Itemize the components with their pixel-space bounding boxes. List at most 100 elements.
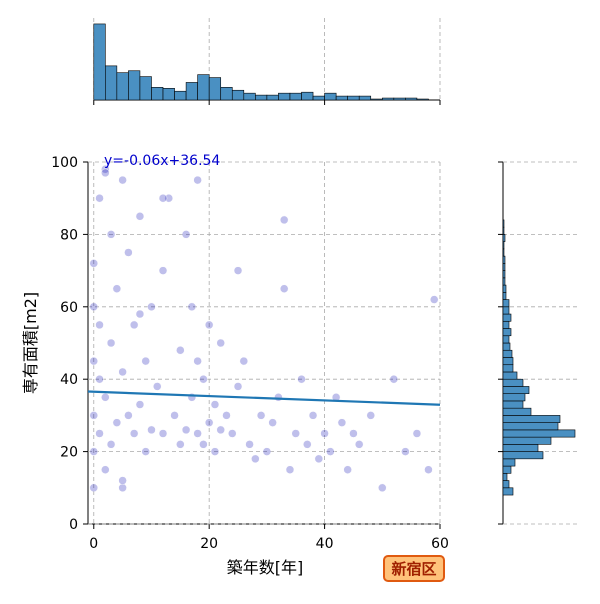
point bbox=[124, 248, 133, 257]
point bbox=[106, 338, 116, 348]
hist-bar bbox=[151, 87, 164, 101]
hist-bar bbox=[502, 393, 526, 402]
point bbox=[193, 175, 202, 185]
point bbox=[106, 440, 116, 449]
hist-bar bbox=[502, 248, 505, 257]
point bbox=[279, 284, 289, 293]
y-tick-label: 60 bbox=[60, 300, 78, 316]
hist-bar bbox=[358, 95, 372, 101]
hist-bar bbox=[502, 465, 512, 474]
point bbox=[118, 367, 127, 377]
hist-bar bbox=[301, 91, 314, 101]
x-tick-label: 20 bbox=[200, 536, 218, 552]
hist-bar bbox=[502, 480, 510, 489]
x-tick-label: 0 bbox=[89, 536, 98, 552]
hist-bar bbox=[502, 255, 506, 264]
point bbox=[297, 374, 306, 384]
point bbox=[176, 345, 185, 355]
point bbox=[279, 215, 289, 225]
y-axis-label: 専有面積[m2] bbox=[21, 292, 40, 394]
point bbox=[233, 382, 243, 391]
point bbox=[204, 320, 214, 330]
hist-bar bbox=[502, 226, 505, 235]
point bbox=[308, 411, 318, 420]
point bbox=[164, 193, 174, 203]
hist-bar bbox=[185, 82, 198, 101]
y-tick-label: 0 bbox=[69, 517, 78, 533]
point bbox=[187, 302, 197, 312]
hist-bar bbox=[502, 284, 507, 293]
hist-bar bbox=[502, 320, 510, 329]
hist-bar bbox=[502, 444, 539, 452]
hist-bar bbox=[405, 97, 418, 101]
point bbox=[89, 411, 99, 420]
hist-bar bbox=[502, 473, 508, 481]
hist-bar bbox=[502, 386, 530, 394]
hist-bar bbox=[370, 98, 383, 101]
hist-bar bbox=[502, 378, 524, 387]
point bbox=[89, 447, 99, 456]
hist-bar bbox=[502, 415, 561, 423]
hist-bar bbox=[502, 241, 505, 250]
hist-bar bbox=[266, 94, 279, 101]
hist-bar bbox=[502, 335, 510, 344]
hist-bar bbox=[220, 87, 233, 101]
point bbox=[101, 164, 110, 174]
point bbox=[89, 302, 99, 312]
hist-bar bbox=[502, 400, 524, 409]
point bbox=[424, 465, 433, 474]
hist-bar bbox=[502, 364, 514, 373]
hist-bar bbox=[502, 458, 516, 467]
point bbox=[158, 266, 168, 275]
regression-line bbox=[87, 390, 441, 406]
point bbox=[245, 440, 254, 449]
hist-bar bbox=[502, 436, 552, 445]
point bbox=[158, 193, 168, 203]
point bbox=[152, 382, 162, 391]
point bbox=[378, 483, 387, 493]
point bbox=[256, 411, 266, 420]
hist-bar bbox=[502, 407, 532, 416]
point bbox=[216, 338, 225, 348]
hist-bar bbox=[289, 92, 302, 101]
y-tick-label: 80 bbox=[60, 227, 78, 243]
point bbox=[239, 356, 249, 366]
point bbox=[106, 230, 116, 239]
point bbox=[141, 356, 150, 366]
point bbox=[349, 429, 358, 438]
point bbox=[135, 309, 145, 319]
point bbox=[141, 447, 150, 456]
point bbox=[401, 447, 410, 456]
point bbox=[303, 440, 312, 449]
hist-bar bbox=[502, 422, 559, 431]
point bbox=[135, 400, 145, 409]
point bbox=[129, 320, 139, 330]
hist-bar bbox=[312, 95, 325, 101]
hist-bar bbox=[502, 429, 576, 438]
point bbox=[228, 429, 237, 438]
point bbox=[233, 266, 243, 275]
point bbox=[158, 429, 168, 438]
point bbox=[354, 440, 364, 449]
hist-bar bbox=[502, 234, 506, 242]
hist-bar bbox=[502, 306, 510, 315]
point bbox=[147, 425, 156, 435]
hist-bar bbox=[502, 328, 512, 337]
point bbox=[210, 400, 220, 409]
hist-bar bbox=[502, 263, 506, 271]
point bbox=[314, 454, 324, 464]
point bbox=[216, 425, 225, 435]
point bbox=[199, 440, 208, 449]
hist-bar bbox=[231, 89, 245, 101]
hist-bar bbox=[116, 72, 129, 101]
point bbox=[285, 465, 295, 474]
point bbox=[112, 418, 122, 427]
point bbox=[147, 302, 156, 312]
hist-bar bbox=[162, 88, 175, 101]
hist-bar bbox=[393, 97, 406, 101]
point bbox=[135, 212, 145, 221]
badge-box bbox=[383, 555, 445, 582]
x-axis-label: 築年数[年] bbox=[227, 558, 304, 577]
point bbox=[118, 483, 127, 493]
